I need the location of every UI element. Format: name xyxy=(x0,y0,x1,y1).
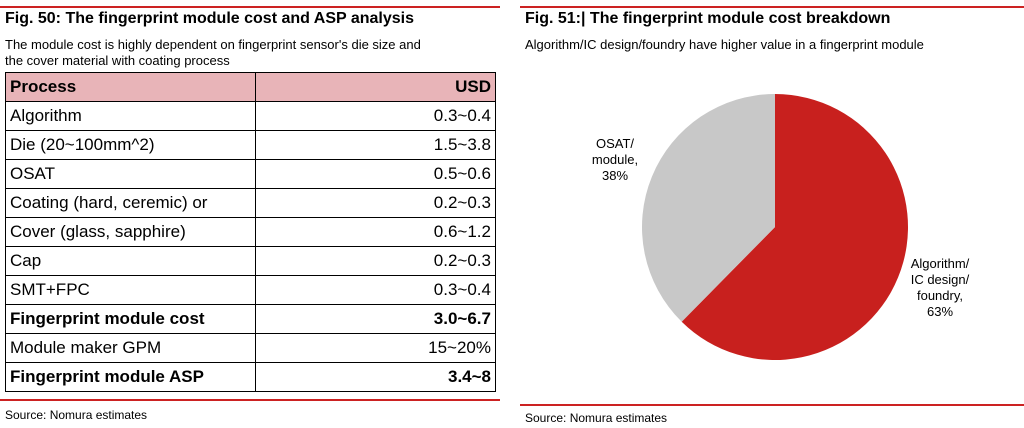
pie-label-line: foundry, xyxy=(917,288,963,303)
cell-usd: 0.2~0.3 xyxy=(255,246,496,276)
fig51-source: Source: Nomura estimates xyxy=(525,411,668,425)
pie-label-line: module, xyxy=(592,152,638,167)
cell-process: Coating (hard, ceremic) or xyxy=(5,188,256,218)
table-header-row: Process USD xyxy=(5,72,496,102)
right-panel: Fig. 51:| The fingerprint module cost br… xyxy=(520,0,1024,428)
pie-label-line: OSAT/ xyxy=(596,136,634,151)
pie-label-line: 63% xyxy=(927,304,953,319)
cost-table: Process USD Algorithm 0.3~0.4 Die (20~100m… xyxy=(5,72,496,392)
cell-process: SMT+FPC xyxy=(5,275,256,305)
pie-chart: Algorithm/IC design/foundry, 63% OSAT/modu… xyxy=(592,94,970,360)
fig50-subtitle: The module cost is highly dependent on f… xyxy=(5,37,421,69)
pie-label-line: 38% xyxy=(602,168,628,183)
left-panel: Fig. 50: The fingerprint module cost and… xyxy=(0,0,510,428)
top-rule xyxy=(520,6,1024,8)
fig50-subtitle-line1: The module cost is highly dependent on f… xyxy=(5,37,421,52)
cell-process: Module maker GPM xyxy=(5,333,256,363)
cell-process: Algorithm xyxy=(5,101,256,131)
cell-process: Die (20~100mm^2) xyxy=(5,130,256,160)
pie-label-line: Algorithm/ xyxy=(911,256,970,271)
table-row: Cap 0.2~0.3 xyxy=(5,246,496,276)
table-row: Die (20~100mm^2) 1.5~3.8 xyxy=(5,130,496,160)
fig51-title: Fig. 51:| The fingerprint module cost br… xyxy=(525,10,891,27)
pie-slice xyxy=(642,94,775,322)
table-row: Algorithm 0.3~0.4 xyxy=(5,101,496,131)
fig51-subtitle: Algorithm/IC design/foundry have higher … xyxy=(525,37,924,52)
table-row: SMT+FPC 0.3~0.4 xyxy=(5,275,496,305)
bottom-rule xyxy=(0,399,500,401)
cell-usd: 3.0~6.7 xyxy=(255,304,496,334)
header-process: Process xyxy=(5,72,256,102)
fig50-subtitle-line2: the cover material with coating process xyxy=(5,53,230,68)
table-row: Coating (hard, ceremic) or 0.2~0.3 xyxy=(5,188,496,218)
cell-process: Fingerprint module cost xyxy=(5,304,256,334)
cell-usd: 0.6~1.2 xyxy=(255,217,496,247)
table-row: Fingerprint module cost 3.0~6.7 xyxy=(5,304,496,334)
table-row: Fingerprint module ASP 3.4~8 xyxy=(5,362,496,392)
fig50-title: Fig. 50: The fingerprint module cost and… xyxy=(5,10,414,27)
table-body: Algorithm 0.3~0.4 Die (20~100mm^2) 1.5~3.8 O… xyxy=(5,101,496,392)
cell-usd: 1.5~3.8 xyxy=(255,130,496,160)
cell-usd: 0.2~0.3 xyxy=(255,188,496,218)
pie-label-line: IC design/ xyxy=(911,272,970,287)
cell-process: Cover (glass, sapphire) xyxy=(5,217,256,247)
cell-process: Cap xyxy=(5,246,256,276)
cell-process: OSAT xyxy=(5,159,256,189)
pie-slice-label: OSAT/module, 38% xyxy=(592,136,638,183)
cell-usd: 15~20% xyxy=(255,333,496,363)
table-row: Module maker GPM 15~20% xyxy=(5,333,496,363)
table-row: OSAT 0.5~0.6 xyxy=(5,159,496,189)
cell-usd: 0.5~0.6 xyxy=(255,159,496,189)
table-row: Cover (glass, sapphire) 0.6~1.2 xyxy=(5,217,496,247)
fig50-source: Source: Nomura estimates xyxy=(5,408,148,422)
cell-usd: 0.3~0.4 xyxy=(255,275,496,305)
pie-slice-label: Algorithm/IC design/foundry, 63% xyxy=(911,256,970,319)
cell-usd: 3.4~8 xyxy=(255,362,496,392)
cell-usd: 0.3~0.4 xyxy=(255,101,496,131)
cell-process: Fingerprint module ASP xyxy=(5,362,256,392)
bottom-rule xyxy=(520,404,1024,406)
header-usd: USD xyxy=(255,72,496,102)
pie-slice xyxy=(681,94,908,360)
top-rule xyxy=(0,6,500,8)
